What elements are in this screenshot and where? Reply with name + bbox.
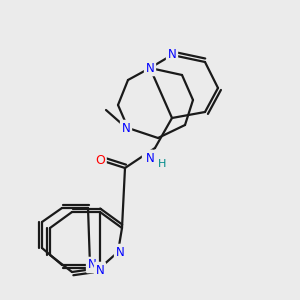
Text: N: N (168, 49, 176, 62)
Text: N: N (116, 245, 124, 259)
Text: N: N (88, 259, 96, 272)
Text: N: N (96, 263, 104, 277)
Text: H: H (156, 158, 164, 168)
Text: N: N (146, 61, 154, 74)
Text: N: N (146, 152, 154, 164)
Text: N: N (144, 152, 152, 164)
Text: N: N (122, 122, 130, 134)
Text: H: H (158, 159, 166, 169)
Text: O: O (95, 154, 105, 166)
